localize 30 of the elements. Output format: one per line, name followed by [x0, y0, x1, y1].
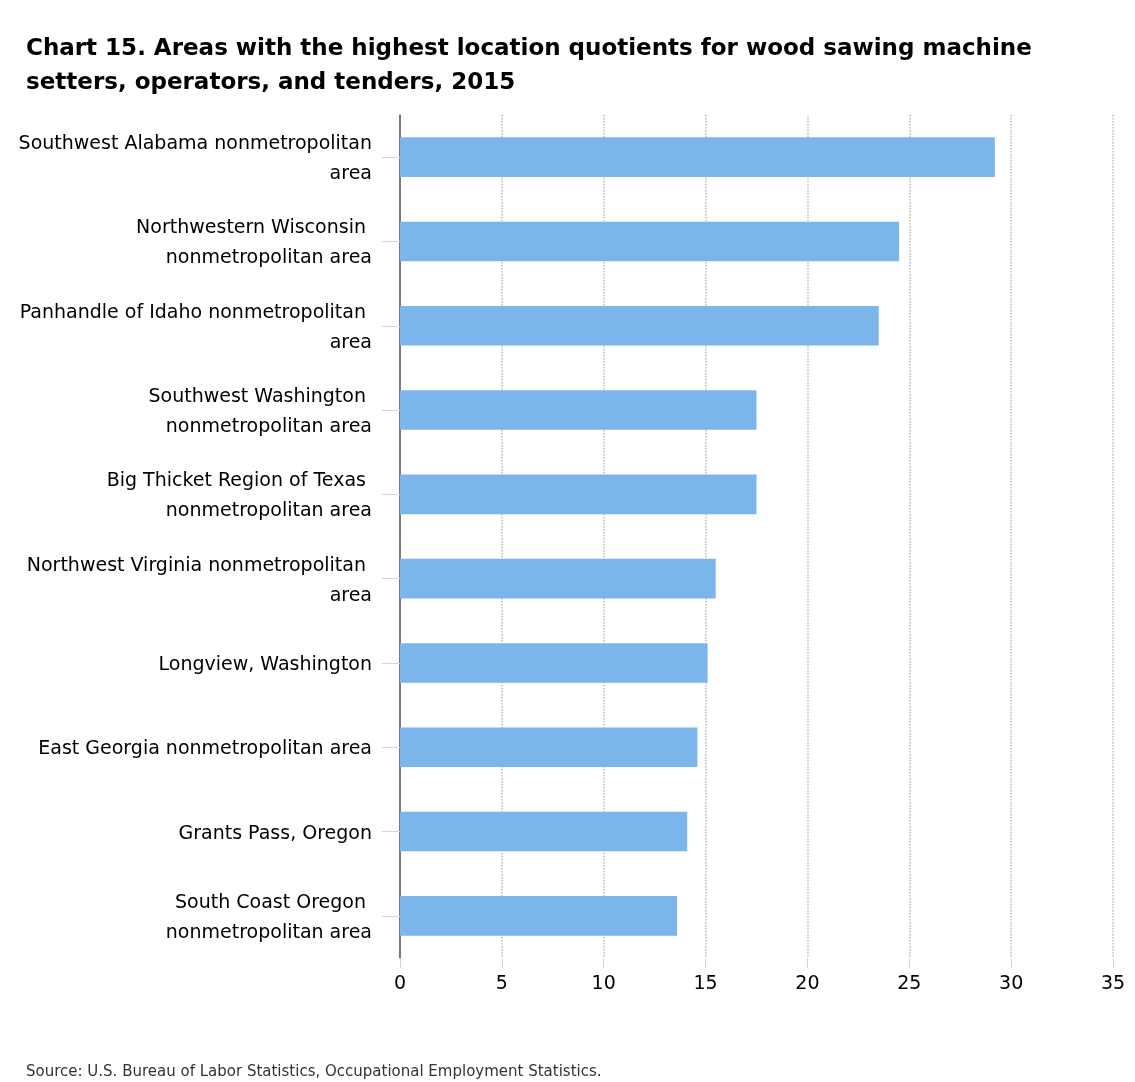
x-tick-label: 35 [1100, 970, 1126, 993]
y-tick-label: Panhandle of Idaho nonmetropolitan area [19, 299, 372, 352]
y-tick-label: South Coast Oregon nonmetropolitan area [165, 889, 372, 942]
x-tick-label: 5 [495, 970, 508, 993]
y-tick-label: Southwest Washington nonmetropolitan area [148, 384, 372, 437]
y-tick-label: East Georgia nonmetropolitan area [38, 736, 372, 759]
x-tick-label: 20 [795, 970, 820, 993]
bar [400, 811, 688, 852]
y-tick-label: Big Thicket Region of Texas nonmetropolitan area [106, 468, 372, 521]
y-tick-label: Longview, Washington [158, 651, 372, 674]
bar [400, 137, 995, 177]
y-tick-label: Northwestern Wisconsin nonmetropolitan area [136, 215, 372, 268]
source-note: Source: U.S. Bureau of Labor Statistics, Occupational Employment Statistics. [26, 1062, 602, 1080]
bar [400, 643, 708, 683]
bar [400, 727, 698, 768]
y-tick-label: Northwest Virginia nonmetropolitan area [26, 552, 372, 605]
x-tick-label: 30 [999, 970, 1024, 993]
x-tick-label: 10 [591, 970, 616, 993]
bar [400, 474, 757, 515]
x-tick-label: 15 [693, 970, 718, 993]
chart-title: Chart 15. Areas with the highest location quotients for wood sawing machine setters, operators, and tenders, 2015 [26, 33, 1033, 96]
bar [400, 390, 757, 430]
bar [400, 558, 716, 599]
y-tick-label: Southwest Alabama nonmetropolitan area [18, 131, 372, 184]
x-tick-label: 0 [393, 970, 407, 993]
y-tick-label: Grants Pass, Oregon [178, 820, 372, 843]
bar [400, 305, 879, 346]
x-tick-label: 25 [897, 970, 922, 993]
bar [400, 221, 900, 262]
bar [400, 896, 678, 936]
